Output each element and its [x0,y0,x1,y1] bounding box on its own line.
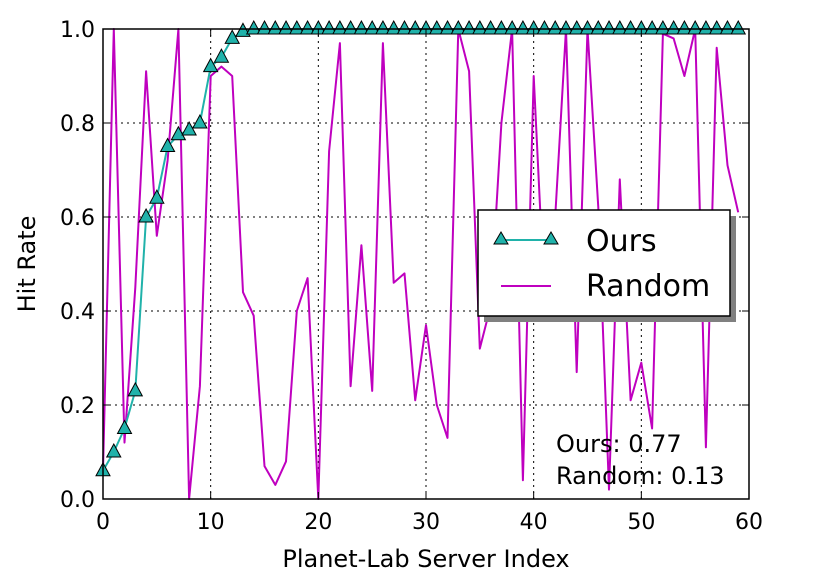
legend-marker-ours-left [493,231,509,245]
data-point-ours [536,19,553,35]
data-point-ours [665,19,682,35]
data-point-ours [482,19,499,35]
annotation-random: Random: 0.13 [556,462,725,490]
y-tick-label: 0.0 [60,488,95,513]
legend-box [477,209,731,317]
legend-label-random: Random [586,269,710,304]
tick-layer: 0 10 20 30 40 50 60 0.0 0.2 0.4 0.6 0.8 1.0 [60,18,763,535]
data-point-ours [245,19,262,35]
data-point-ours [687,19,704,35]
data-point-ours [138,207,154,223]
data-point-ours [622,19,639,35]
x-tick-label: 50 [627,510,655,535]
data-point-ours [267,19,284,35]
data-point-ours [428,19,445,35]
data-point-ours [708,19,725,35]
data-point-ours [364,19,381,35]
data-point-ours [127,381,144,397]
data-point-ours [504,19,520,35]
data-point-ours [342,19,359,35]
y-tick-label: 0.2 [60,394,95,419]
data-point-ours [202,57,219,73]
data-point-ours [730,19,747,35]
data-point-ours [288,19,305,35]
data-point-ours [450,19,467,35]
x-tick-label: 40 [520,510,548,535]
data-point-ours [375,19,391,35]
series-line-random [102,28,740,500]
data-point-ours [213,48,230,63]
x-tick-label: 0 [96,510,110,535]
data-point-ours [256,19,273,35]
x-tick-label: 10 [197,510,225,535]
data-point-ours [601,19,617,35]
data-point-ours [493,19,510,35]
data-point-ours [547,19,564,35]
data-point-ours [278,19,294,35]
data-point-ours [719,19,736,35]
data-point-ours [461,19,477,35]
y-tick-label: 1.0 [60,18,95,43]
data-point-ours [105,442,122,458]
legend-label-ours: Ours [586,224,657,259]
data-point-ours [148,189,165,204]
data-point-ours [396,19,413,35]
data-point-ours [698,19,714,35]
x-axis-label: Planet-Lab Server Index [282,545,569,573]
data-point-ours [299,19,316,35]
data-point-ours [353,19,370,35]
data-point-ours [676,19,693,35]
data-point-ours [181,120,197,136]
data-point-ours [611,19,628,35]
x-tick-label: 30 [412,510,440,535]
data-point-ours [590,19,607,35]
x-tick-label: 60 [735,510,763,535]
data-point-ours [568,19,585,35]
data-point-ours [159,137,176,152]
data-point-ours [655,19,671,35]
legend-marker-ours-right [543,231,559,245]
data-point-ours [471,19,488,35]
data-point-ours [224,29,241,44]
data-point-ours [385,19,402,35]
x-tick-label: 20 [304,510,332,535]
y-axis-label: Hit Rate [13,216,41,313]
data-point-ours [116,419,133,434]
y-tick-label: 0.6 [60,206,95,231]
data-point-ours [170,125,187,141]
data-point-ours [579,19,596,35]
data-point-ours [235,22,251,37]
data-point-ours [558,19,574,35]
data-point-ours [332,19,348,35]
y-tick-label: 0.8 [60,112,95,137]
data-point-ours [192,113,208,129]
data-point-ours [439,19,456,35]
data-point-ours [644,19,660,35]
annotation-ours: Ours: 0.77 [556,430,682,458]
data-point-ours [321,19,337,35]
y-tick-label: 0.4 [60,300,95,325]
data-point-ours [407,19,424,35]
data-point-ours [515,19,531,35]
legend: Ours Random [477,209,736,322]
